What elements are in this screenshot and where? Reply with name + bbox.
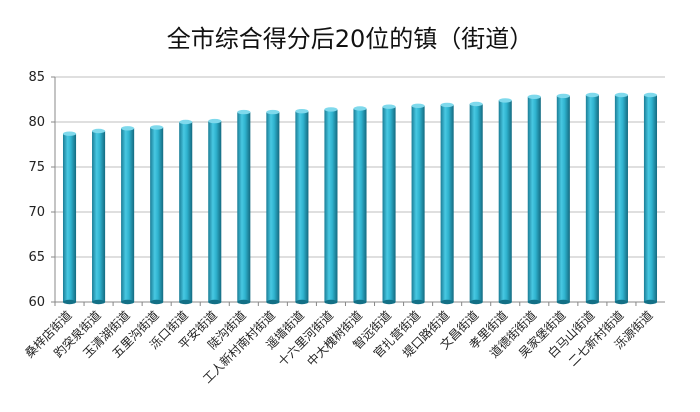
y-tick-label: 85 bbox=[28, 70, 45, 85]
bar-top-cap bbox=[237, 109, 251, 115]
bar-top-cap bbox=[208, 118, 222, 124]
bar-top-cap bbox=[498, 98, 512, 103]
bar bbox=[411, 103, 425, 305]
bar-base-cap bbox=[440, 299, 454, 305]
bar-body bbox=[556, 95, 570, 303]
bar-base-cap bbox=[353, 299, 367, 305]
bar-body bbox=[324, 109, 338, 303]
y-tick-label: 75 bbox=[28, 160, 45, 175]
bar-base-cap bbox=[179, 299, 193, 305]
bar-body bbox=[469, 104, 483, 302]
bar-base-cap bbox=[614, 299, 628, 305]
bar-base-cap bbox=[150, 299, 164, 305]
bar bbox=[295, 109, 309, 305]
bar bbox=[585, 92, 599, 305]
bar-body bbox=[527, 96, 541, 302]
bar-base-cap bbox=[469, 299, 483, 305]
bar-base-cap bbox=[295, 299, 309, 305]
bar-body bbox=[121, 128, 135, 302]
bar-base-cap bbox=[643, 299, 658, 305]
bar-base-cap bbox=[266, 299, 280, 305]
bar-body bbox=[382, 106, 396, 302]
bar bbox=[208, 118, 222, 305]
bar bbox=[440, 102, 454, 305]
bar bbox=[527, 94, 541, 305]
bar-top-cap bbox=[585, 92, 599, 98]
bar-body bbox=[92, 131, 106, 302]
bar-top-cap bbox=[150, 125, 164, 130]
bar-base-cap bbox=[556, 299, 570, 305]
bar bbox=[498, 98, 512, 305]
bars bbox=[62, 92, 658, 305]
y-tick-label: 60 bbox=[28, 295, 45, 310]
bar-body bbox=[266, 112, 280, 302]
bar-body bbox=[585, 95, 599, 302]
bar bbox=[324, 107, 338, 305]
bar-top-cap bbox=[92, 128, 106, 134]
bar-top-cap bbox=[266, 109, 280, 115]
bar-top-cap bbox=[62, 131, 77, 136]
bar-top-cap bbox=[382, 104, 396, 109]
bar-body bbox=[353, 108, 367, 302]
bar bbox=[92, 128, 106, 305]
bar-body bbox=[237, 112, 251, 302]
bar-base-cap bbox=[324, 299, 338, 305]
x-axis-ticks: 桑梓店街道趵突泉街道玉清湖街道五里沟街道泺口街道平安街道陡沟街道工人新村南村街道… bbox=[22, 302, 656, 386]
bar bbox=[614, 92, 628, 305]
bar-body bbox=[498, 100, 512, 303]
bar-base-cap bbox=[237, 299, 251, 305]
bar-body bbox=[150, 127, 164, 303]
bar-top-cap bbox=[411, 103, 425, 109]
bar-top-cap bbox=[527, 94, 541, 100]
bar bbox=[121, 126, 135, 305]
bar-top-cap bbox=[121, 126, 135, 131]
bar-body bbox=[295, 111, 309, 302]
bar-top-cap bbox=[179, 119, 193, 125]
y-tick-label: 80 bbox=[28, 115, 45, 130]
bar-top-cap bbox=[643, 92, 658, 98]
bar bbox=[62, 131, 77, 305]
bar-body bbox=[411, 105, 425, 302]
bar-top-cap bbox=[556, 93, 570, 99]
bar-body bbox=[208, 121, 222, 302]
y-tick-label: 70 bbox=[28, 205, 45, 220]
bar-base-cap bbox=[92, 299, 106, 305]
bar-base-cap bbox=[585, 299, 599, 305]
bar-body bbox=[614, 95, 628, 302]
bar-base-cap bbox=[527, 299, 541, 305]
bar-top-cap bbox=[469, 101, 483, 107]
bar bbox=[179, 119, 193, 305]
bar bbox=[382, 104, 396, 305]
bar-base-cap bbox=[382, 299, 396, 305]
bar bbox=[237, 109, 251, 305]
bar-top-cap bbox=[614, 92, 628, 98]
chart-title: 全市综合得分后20位的镇（街道） bbox=[167, 25, 534, 53]
bar bbox=[266, 109, 280, 305]
bar-top-cap bbox=[295, 109, 309, 114]
bar bbox=[556, 93, 570, 305]
bar-base-cap bbox=[208, 299, 222, 305]
bar-base-cap bbox=[411, 299, 425, 305]
bar-base-cap bbox=[121, 299, 135, 305]
y-axis-ticks: 60 65 70 75 80 85 bbox=[28, 70, 55, 310]
bar-body bbox=[440, 104, 454, 303]
bar-base-cap bbox=[498, 299, 512, 305]
y-tick-label: 65 bbox=[28, 250, 45, 265]
bar bbox=[643, 92, 658, 305]
bar-body bbox=[62, 133, 77, 302]
bar-top-cap bbox=[440, 102, 454, 108]
bar-body bbox=[179, 122, 193, 302]
bar-base-cap bbox=[62, 299, 77, 305]
bar bbox=[150, 125, 164, 305]
bar-body bbox=[643, 95, 658, 302]
bar-top-cap bbox=[353, 106, 367, 111]
bar-top-cap bbox=[324, 107, 338, 112]
bar bbox=[469, 101, 483, 305]
bar bbox=[353, 106, 367, 305]
